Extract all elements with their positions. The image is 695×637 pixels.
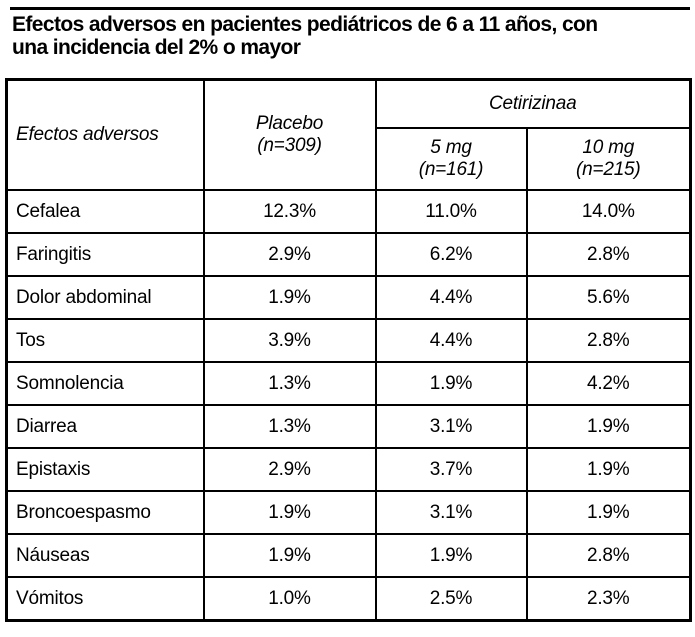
title-top-rule — [10, 7, 690, 10]
table-row: Broncoespasmo 1.9% 3.1% 1.9% — [5, 490, 692, 535]
effect-name-cell: Broncoespasmo — [5, 490, 205, 535]
header-efectos-adversos: Efectos adversos — [5, 78, 205, 191]
dose-5mg-value-cell: 3.1% — [374, 490, 528, 535]
header-placebo: Placebo (n=309) — [202, 78, 377, 191]
placebo-value-cell: 12.3% — [202, 189, 377, 234]
dose-10mg-value-cell: 2.8% — [525, 533, 692, 578]
dose-10mg-value-cell: 2.8% — [525, 318, 692, 363]
dose-10mg-value-cell: 1.9% — [525, 447, 692, 492]
effect-name-cell: Cefalea — [5, 189, 205, 234]
table-row: Diarrea 1.3% 3.1% 1.9% — [5, 404, 692, 449]
table-row: Tos 3.9% 4.4% 2.8% — [5, 318, 692, 363]
dose-5mg-value-cell: 4.4% — [374, 318, 528, 363]
placebo-value-cell: 1.0% — [202, 576, 377, 622]
placebo-value-cell: 1.9% — [202, 490, 377, 535]
placebo-value-cell: 1.3% — [202, 404, 377, 449]
adverse-effects-table: Efectos adversos Placebo (n=309) Cetiriz… — [5, 78, 692, 622]
placebo-value-cell: 1.3% — [202, 361, 377, 406]
dose-5mg-value-cell: 3.7% — [374, 447, 528, 492]
header-cetirizina-group: Cetirizinaa — [374, 78, 692, 129]
dose-5mg-value-cell: 4.4% — [374, 275, 528, 320]
effect-name-cell: Epistaxis — [5, 447, 205, 492]
header-row-group: Efectos adversos Placebo (n=309) Cetiriz… — [5, 78, 692, 191]
table-row: Dolor abdominal 1.9% 4.4% 5.6% — [5, 275, 692, 320]
dose-5mg-value-cell: 6.2% — [374, 232, 528, 277]
effect-name-cell: Faringitis — [5, 232, 205, 277]
dose-10mg-value-cell: 1.9% — [525, 404, 692, 449]
dose-10mg-value-cell: 14.0% — [525, 189, 692, 234]
placebo-value-cell: 2.9% — [202, 447, 377, 492]
dose-10mg-value-cell: 2.8% — [525, 232, 692, 277]
header-dose-10mg: 10 mg (n=215) — [525, 127, 692, 191]
dose-10mg-value-cell: 2.3% — [525, 576, 692, 622]
dose-5mg-value-cell: 11.0% — [374, 189, 528, 234]
effect-name-cell: Diarrea — [5, 404, 205, 449]
effect-name-cell: Somnolencia — [5, 361, 205, 406]
table-header: Efectos adversos Placebo (n=309) Cetiriz… — [5, 78, 692, 191]
header-row-doses: 5 mg (n=161) 10 mg (n=215) — [7, 127, 692, 191]
table-row: Somnolencia 1.3% 1.9% 4.2% — [5, 361, 692, 406]
header-dose-5mg: 5 mg (n=161) — [374, 127, 528, 191]
table-body: Cefalea 12.3% 11.0% 14.0% Faringitis 2.9… — [5, 189, 692, 622]
dose-10mg-value-cell: 4.2% — [525, 361, 692, 406]
table-title: Efectos adversos en pacientes pediátrico… — [12, 13, 598, 59]
effect-name-cell: Náuseas — [5, 533, 205, 578]
table-row: Faringitis 2.9% 6.2% 2.8% — [5, 232, 692, 277]
dose-5mg-value-cell: 2.5% — [374, 576, 528, 622]
dose-10mg-value-cell: 1.9% — [525, 490, 692, 535]
dose-5mg-value-cell: 1.9% — [374, 533, 528, 578]
dose-10mg-value-cell: 5.6% — [525, 275, 692, 320]
effect-name-cell: Vómitos — [5, 576, 205, 622]
placebo-value-cell: 1.9% — [202, 533, 377, 578]
table-row: Epistaxis 2.9% 3.7% 1.9% — [5, 447, 692, 492]
placebo-value-cell: 3.9% — [202, 318, 377, 363]
table-row: Cefalea 12.3% 11.0% 14.0% — [5, 189, 692, 234]
effect-name-cell: Tos — [5, 318, 205, 363]
placebo-value-cell: 1.9% — [202, 275, 377, 320]
table-row: Náuseas 1.9% 1.9% 2.8% — [5, 533, 692, 578]
table-row: Vómitos 1.0% 2.5% 2.3% — [5, 576, 692, 622]
placebo-value-cell: 2.9% — [202, 232, 377, 277]
effect-name-cell: Dolor abdominal — [5, 275, 205, 320]
dose-5mg-value-cell: 3.1% — [374, 404, 528, 449]
dose-5mg-value-cell: 1.9% — [374, 361, 528, 406]
